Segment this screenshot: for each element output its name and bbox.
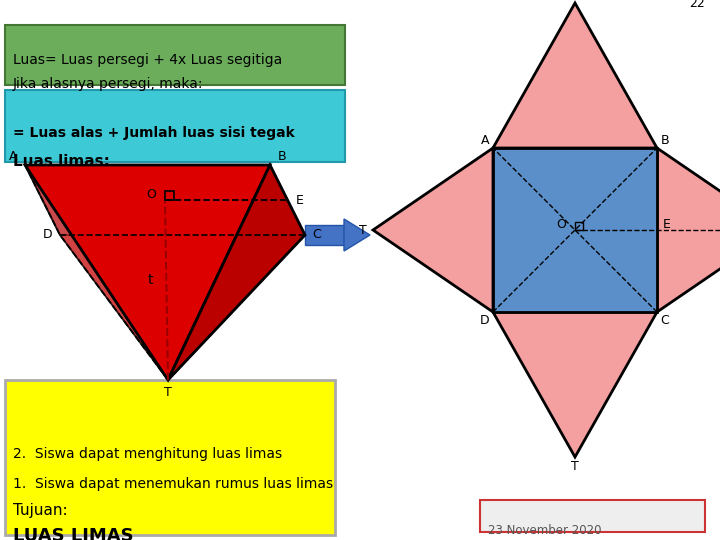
Polygon shape [373,148,493,312]
Text: A: A [481,133,490,146]
Text: E: E [296,193,303,206]
Text: D: D [43,228,53,241]
Text: Luas limas:: Luas limas: [13,154,110,169]
Text: t: t [148,273,153,287]
Text: T: T [571,461,579,474]
Text: 2.  Siswa dapat menghitung luas limas: 2. Siswa dapat menghitung luas limas [13,447,282,461]
Polygon shape [25,165,305,235]
Text: T: T [359,224,367,237]
Polygon shape [168,165,305,380]
Polygon shape [344,219,370,251]
Text: T: T [164,386,172,399]
Text: 22: 22 [689,0,705,10]
Text: O: O [556,219,566,232]
Text: A: A [9,151,17,164]
Text: B: B [661,133,670,146]
Text: = Luas alas + Jumlah luas sisi tegak: = Luas alas + Jumlah luas sisi tegak [13,126,294,140]
Text: E: E [663,219,671,232]
Text: C: C [661,314,670,327]
Polygon shape [493,148,657,312]
Text: D: D [480,314,490,327]
Text: Jika alasnya persegi, maka:: Jika alasnya persegi, maka: [13,77,204,91]
Text: B: B [278,151,287,164]
Polygon shape [25,165,270,380]
Polygon shape [493,3,657,148]
Text: C: C [312,228,321,241]
Bar [480,500,705,532]
Text: Luas= Luas persegi + 4x Luas segitiga: Luas= Luas persegi + 4x Luas segitiga [13,53,282,67]
Text: O: O [146,188,156,201]
Polygon shape [493,312,657,457]
Polygon shape [657,148,720,312]
Text: Tujuan:: Tujuan: [13,503,68,518]
Polygon shape [60,235,305,380]
Text: 1.  Siswa dapat menemukan rumus luas limas: 1. Siswa dapat menemukan rumus luas lima… [13,477,333,491]
Text: 23 November 2020: 23 November 2020 [488,524,601,537]
Text: LUAS LIMAS: LUAS LIMAS [13,527,134,540]
Bar [5,90,345,162]
Polygon shape [25,165,168,380]
Bar [5,380,335,535]
Bar [305,225,344,245]
Bar [5,25,345,85]
